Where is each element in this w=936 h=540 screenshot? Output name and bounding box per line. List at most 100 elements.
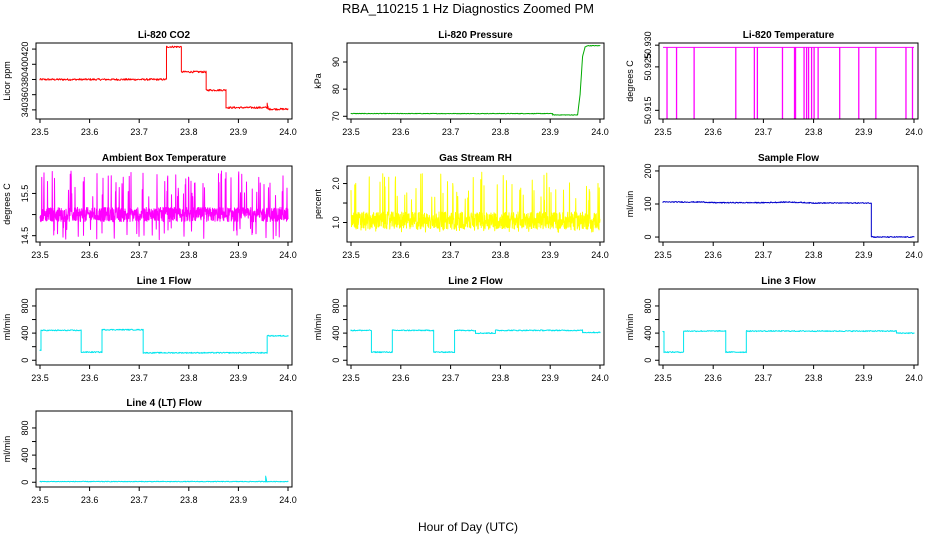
panel-title: Line 4 (LT) Flow [126,398,202,409]
x-tick-label: 23.6 [392,373,410,383]
series-line [39,170,289,241]
series-line [39,475,289,483]
x-tick-label: 23.7 [130,495,148,505]
series-line [350,44,601,116]
panel-frame [658,42,919,120]
series-line [350,171,601,233]
x-tick-label: 23.8 [805,250,823,260]
panel-frame [35,42,293,120]
x-tick-label: 23.5 [31,250,49,260]
y-tick-label: 70 [331,111,341,121]
x-tick-label: 23.6 [704,127,722,137]
panel-title: Line 2 Flow [448,276,503,287]
panel-frame [35,288,293,366]
y-axis-label: ml/min [625,191,635,218]
y-axis-label: Licor ppm [2,61,12,101]
data-area [39,45,289,111]
y-tick-label: 0 [20,358,30,363]
x-tick-label: 23.8 [180,127,198,137]
series-line [662,330,915,354]
y-tick-label: 0 [331,358,341,363]
x-tick-label: 23.5 [31,495,49,505]
panel-8: Line 2 Flow 23.5 23.6 23.7 23.8 23.9 24.0 0 400 8… [313,276,609,383]
x-tick-label: 23.9 [855,127,873,137]
x-tick-label: 23.7 [442,127,460,137]
x-tick-label: 23.8 [492,373,510,383]
x-tick-label: 23.7 [755,250,773,260]
x-tick-label: 24.0 [279,250,297,260]
x-tick-label: 23.9 [855,373,873,383]
x-tick-label: 23.6 [392,250,410,260]
panel-3: Li-820 Temperature 23.5 23.6 23.7 23.8 23.9 24… [625,30,923,137]
y-axis-label: percent [313,188,323,219]
x-tick-label: 23.9 [855,250,873,260]
x-tick-label: 23.8 [805,373,823,383]
x-tick-label: 23.5 [31,373,49,383]
x-tick-label: 23.7 [755,373,773,383]
panel-title: Gas Stream RH [439,153,512,164]
panel-frame [35,165,293,243]
x-tick-label: 23.5 [342,127,360,137]
x-tick-label: 24.0 [591,250,609,260]
x-tick-label: 23.9 [541,250,559,260]
x-tick-label: 23.5 [654,250,672,260]
x-tick-label: 24.0 [905,250,923,260]
x-tick-label: 23.8 [180,495,198,505]
panel-2: Li-820 Pressure 23.5 23.6 23.7 23.8 23.9 24.0 7… [313,30,609,137]
x-tick-label: 23.9 [541,127,559,137]
series-line [39,45,289,111]
x-tick-label: 23.9 [230,250,248,260]
x-tick-label: 23.5 [342,373,360,383]
y-axis-label: degrees C [2,183,12,225]
y-tick-label: 0 [643,358,653,363]
x-tick-label: 24.0 [279,127,297,137]
x-tick-label: 23.7 [442,373,460,383]
y-tick-label: 400 [643,326,653,341]
y-tick-label: 50.930 [643,31,653,59]
panel-frame [658,288,919,366]
data-area [350,171,601,233]
y-tick-label: 90 [331,57,341,67]
x-tick-label: 23.8 [180,250,198,260]
x-tick-label: 23.8 [492,127,510,137]
figure-title: RBA_110215 1 Hz Diagnostics Zoomed PM [342,1,594,16]
y-tick-label: 100 [643,196,653,211]
y-tick-label: 50.925 [643,53,653,81]
data-area [39,475,289,483]
x-tick-label: 23.8 [180,373,198,383]
panel-title: Line 3 Flow [761,276,816,287]
y-tick-label: 380 [20,72,30,87]
panel-4: Ambient Box Temperature 23.5 23.6 23.7 23.8 2… [2,153,297,260]
y-tick-label: 1.0 [331,216,341,229]
x-tick-label: 23.9 [230,495,248,505]
x-tick-label: 23.5 [342,250,360,260]
x-tick-label: 23.5 [31,127,49,137]
x-tick-label: 23.5 [654,127,672,137]
x-tick-label: 23.6 [81,495,99,505]
x-tick-label: 23.7 [130,373,148,383]
data-area [39,328,289,354]
data-area [662,330,915,354]
x-tick-label: 23.7 [755,127,773,137]
x-tick-label: 24.0 [279,373,297,383]
y-tick-label: 15.5 [20,185,30,203]
panel-6: Sample Flow 23.5 23.6 23.7 23.8 23.9 24.0 0 100 2… [625,153,923,260]
x-tick-label: 23.6 [704,250,722,260]
y-axis-label: ml/min [2,436,12,463]
y-tick-label: 0 [643,235,653,240]
y-axis-label: ml/min [2,314,12,341]
x-tick-label: 24.0 [905,373,923,383]
y-tick-label: 80 [331,84,341,94]
y-tick-label: 800 [20,420,30,435]
panel-9: Line 3 Flow 23.5 23.6 23.7 23.8 23.9 24.0 0 400 8… [625,276,923,383]
x-tick-label: 23.9 [541,373,559,383]
y-tick-label: 420 [20,42,30,57]
series-line [350,329,601,354]
y-tick-label: 800 [643,298,653,313]
data-area [350,44,601,116]
x-tick-label: 23.7 [130,250,148,260]
data-area [663,46,914,119]
y-tick-label: 0 [20,480,30,485]
